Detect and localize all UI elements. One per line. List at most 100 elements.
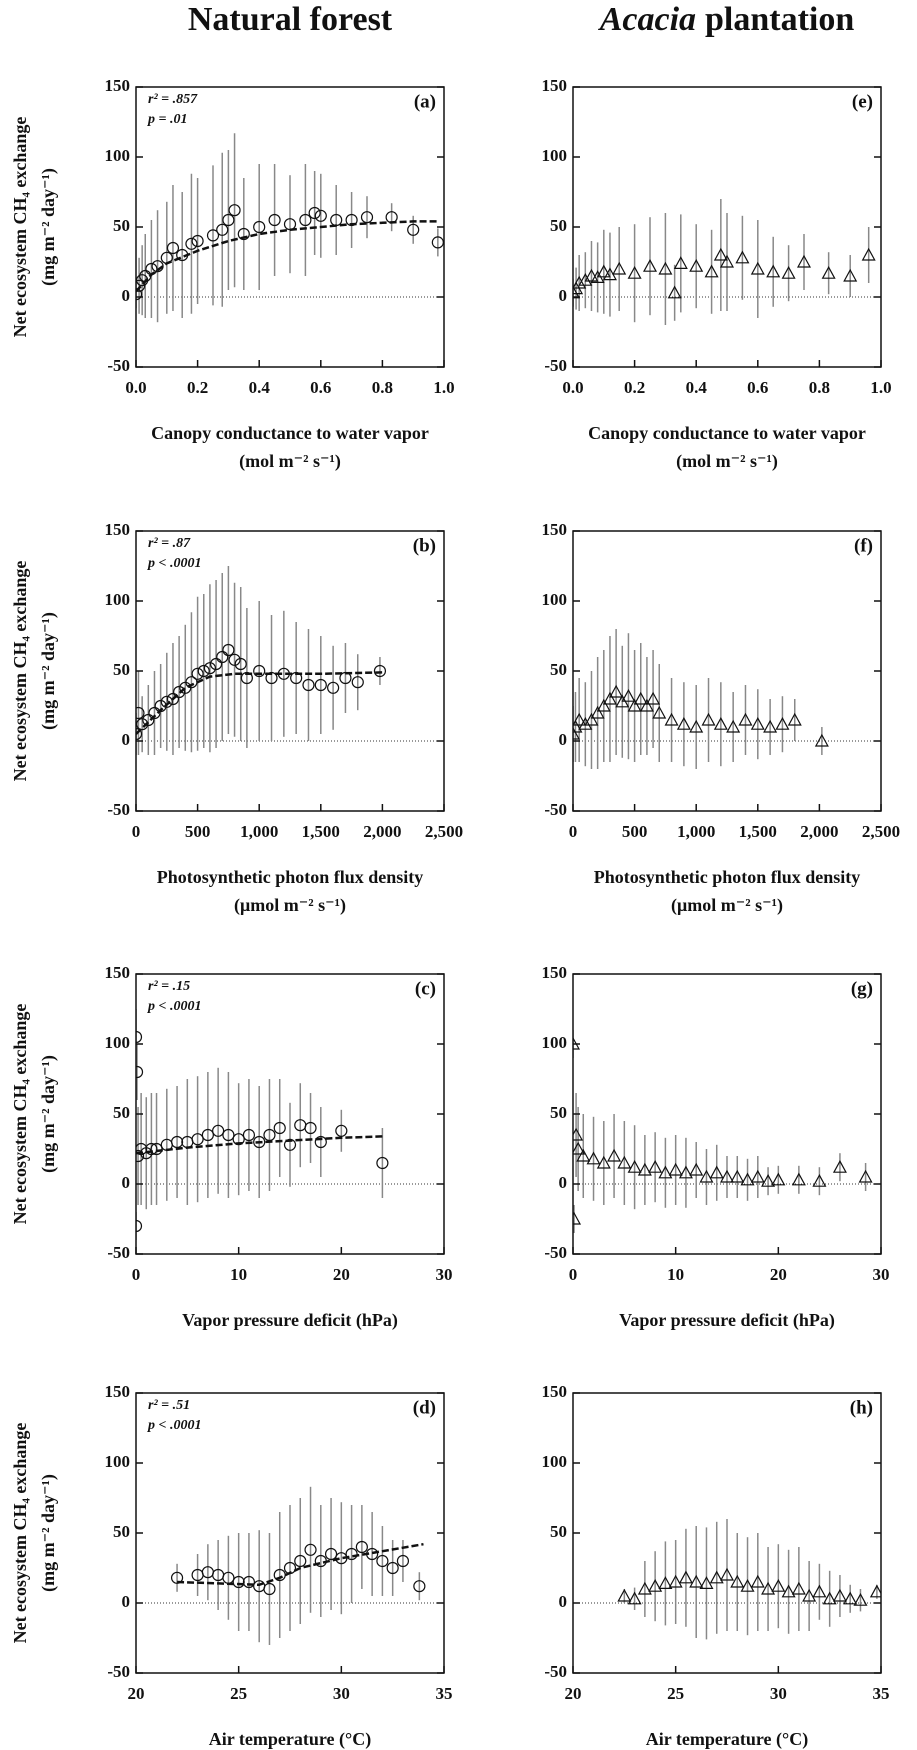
point (206, 229, 220, 242)
plot-area (136, 1486, 444, 1645)
point (646, 691, 661, 705)
panel-label: (b) (413, 535, 436, 556)
plot-area (136, 1009, 444, 1240)
point (676, 716, 691, 730)
panel-label: (h) (850, 1397, 873, 1418)
point (689, 258, 704, 272)
point (216, 223, 229, 236)
panel-label: (g) (851, 978, 873, 999)
column-title: Acacia plantation (598, 1, 855, 38)
y-tick-label: 50 (113, 1522, 130, 1541)
point (268, 213, 281, 227)
fit-line (136, 1135, 383, 1155)
y-tick-label: 50 (113, 216, 130, 235)
point (228, 653, 241, 666)
point (170, 1135, 184, 1149)
point (750, 261, 765, 275)
point (609, 684, 624, 698)
point (222, 1128, 235, 1142)
point (853, 1592, 868, 1606)
point (791, 1172, 806, 1186)
point (136, 288, 143, 301)
x-tick-label: 2,500 (425, 822, 463, 841)
point (781, 265, 796, 279)
x-tick-label: 20 (333, 1265, 350, 1284)
point (735, 250, 750, 264)
x-tick-label: 1.0 (870, 378, 891, 397)
x-axis-label: Canopy conductance to water vapor (151, 423, 429, 443)
point (812, 1173, 827, 1187)
point (689, 719, 704, 733)
point (607, 1148, 622, 1162)
x-tick-label: 0.4 (686, 378, 708, 397)
point (136, 1219, 143, 1233)
point (639, 698, 654, 712)
x-tick-label: 20 (565, 1684, 582, 1703)
point (203, 662, 217, 675)
y-tick-label: 50 (550, 216, 567, 235)
point (376, 1156, 389, 1170)
x-tick-label: 0 (569, 1265, 578, 1284)
point (154, 699, 167, 713)
plot-area (573, 199, 881, 325)
point (396, 1554, 410, 1568)
panel: -50 0 50 100 150 0.0 0.2 0.4 0.6 0.8 1.0 Canopy con… (10, 76, 455, 472)
x-axis-label: Air temperature (°C) (646, 1729, 808, 1750)
frame (572, 530, 882, 812)
y-tick-label: 100 (105, 590, 131, 609)
x-tick-label: 30 (770, 1684, 787, 1703)
y-axis-label: Net ecosystem CH₄ exchange (10, 561, 30, 782)
y-tick-label: 100 (542, 1033, 568, 1052)
y-tick-label: 150 (105, 963, 131, 982)
plot-area (573, 1030, 881, 1233)
point (151, 260, 164, 273)
point (584, 712, 599, 726)
plot-area (136, 133, 444, 323)
panel-label: (e) (852, 91, 873, 112)
panel-label: (c) (415, 978, 436, 999)
y-tick-label: -50 (107, 1662, 130, 1681)
point (796, 254, 812, 268)
x-tick-label: 0.0 (125, 378, 146, 397)
point (253, 664, 266, 678)
point (234, 657, 247, 671)
point (160, 251, 173, 264)
y-tick-label: -50 (107, 356, 130, 375)
point (678, 1570, 693, 1584)
point (324, 1547, 338, 1561)
point (596, 264, 611, 278)
x-tick-label: 10 (230, 1265, 247, 1284)
y-tick-label: 0 (122, 286, 131, 305)
point (573, 275, 587, 289)
point (701, 712, 716, 726)
x-axis-label: Vapor pressure deficit (hPa) (182, 1310, 398, 1331)
panel: -50 0 50 100 150 0.0 0.2 0.4 0.6 0.8 1.0 Canopy con… (542, 76, 892, 472)
column-title-italic: Acacia (598, 1, 696, 38)
point (573, 726, 581, 740)
column-title-rest: plantation (705, 1, 854, 38)
point (232, 1575, 245, 1589)
point (699, 1169, 714, 1183)
point (637, 1581, 652, 1595)
point (263, 1582, 276, 1596)
point (761, 1581, 776, 1595)
point (201, 1128, 214, 1142)
stat: r² = .15 (148, 979, 190, 994)
y-tick-label: 150 (542, 520, 568, 539)
point (843, 1591, 858, 1605)
point (627, 1159, 642, 1173)
point (366, 1547, 379, 1561)
point (176, 248, 189, 262)
x-axis-label: Photosynthetic photon flux density (157, 867, 424, 887)
point (761, 1173, 776, 1187)
point (750, 1574, 765, 1588)
point (822, 1591, 837, 1605)
point (191, 667, 204, 680)
point (730, 1169, 745, 1183)
x-tick-label: 0.0 (562, 378, 583, 397)
point (294, 1554, 307, 1568)
point (335, 1124, 348, 1137)
x-tick-label: 0 (132, 822, 141, 841)
